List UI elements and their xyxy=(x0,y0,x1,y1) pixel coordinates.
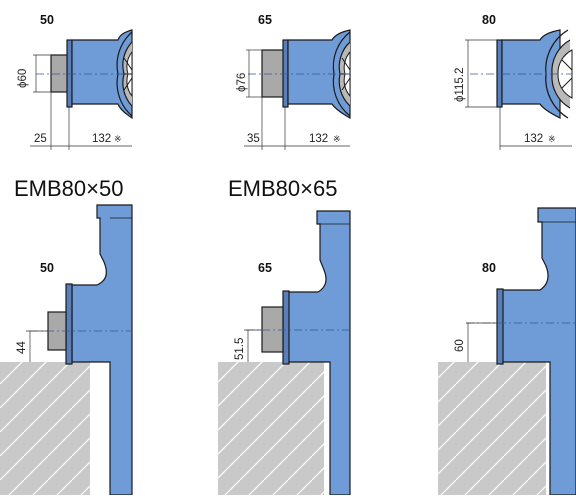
top-size-label: 65 xyxy=(258,13,272,27)
offset-label: 35 xyxy=(247,133,260,145)
length-label: 132 xyxy=(524,133,543,145)
ground-block xyxy=(438,362,546,495)
height-label: 44 xyxy=(16,341,28,354)
top-size-label: 50 xyxy=(40,13,54,27)
note-mark: ※ xyxy=(114,134,122,144)
diameter-label: ϕ60 xyxy=(17,69,29,88)
diameter-label: ϕ76 xyxy=(236,73,248,92)
top-panel-80: 80 ϕ115.2 132 ※ xyxy=(454,13,573,150)
top-panel-50: 50 ϕ60 25 132 ※ xyxy=(17,13,133,150)
offset-label: 25 xyxy=(34,133,47,145)
note-mark: ※ xyxy=(333,134,341,144)
length-label: 132 xyxy=(92,133,111,145)
ground-block xyxy=(0,362,90,495)
suction-flange xyxy=(261,49,285,98)
flange-ring xyxy=(282,290,290,365)
bottom-size-label: 65 xyxy=(258,261,272,275)
pump-body xyxy=(287,210,351,496)
height-label: 60 xyxy=(454,339,466,352)
bottom-panel-50: 50 44 xyxy=(0,204,133,496)
bottom-size-label: 50 xyxy=(40,261,54,275)
bottom-size-label: 80 xyxy=(482,261,496,275)
flange-ring xyxy=(65,283,73,365)
top-panel-65: 65 ϕ76 35 132 ※ xyxy=(236,13,351,150)
length-label: 132 xyxy=(309,133,328,145)
bottom-panel-80: 80 60 xyxy=(438,207,576,496)
suction-flange xyxy=(261,306,284,353)
flange-ring xyxy=(282,39,289,108)
flange-ring xyxy=(496,288,504,365)
section-title-emb80x50: EMB80×50 xyxy=(14,176,123,201)
flange-ring xyxy=(66,39,73,108)
section-title-emb80x65: EMB80×65 xyxy=(228,176,337,201)
note-mark: ※ xyxy=(548,134,556,144)
bottom-panel-65: 65 51.5 xyxy=(218,210,351,496)
top-size-label: 80 xyxy=(482,13,496,27)
suction-flange xyxy=(50,54,70,93)
height-label: 51.5 xyxy=(234,338,246,360)
impeller-vanes xyxy=(561,59,573,89)
pump-body xyxy=(501,207,576,496)
gap xyxy=(90,362,110,495)
ground-block xyxy=(218,362,324,495)
diameter-label: ϕ115.2 xyxy=(454,68,466,102)
flange-ring xyxy=(496,39,503,108)
pump-body xyxy=(71,204,133,496)
